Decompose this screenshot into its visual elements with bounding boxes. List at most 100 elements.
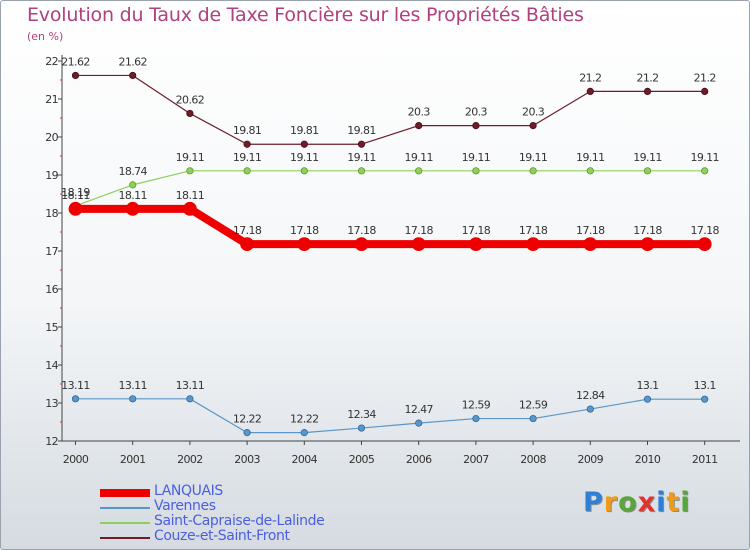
- legend-label-varennes: Varennes: [154, 498, 216, 514]
- data-point-couze: [701, 87, 709, 96]
- axes: 12 13 14 15 16 17 18 19 20 21 22 2000 2001 2002 2003 20…: [45, 55, 740, 466]
- data-point-lanquais: [526, 237, 540, 252]
- data-point-couze: [186, 109, 194, 118]
- data-point-lanquais: [182, 201, 197, 216]
- data-label-lanquais: 17.18: [633, 224, 662, 237]
- data-point-varennes: [129, 395, 137, 403]
- data-label-varennes: 12.59: [462, 399, 491, 412]
- data-label-varennes: 12.34: [347, 408, 376, 421]
- x-tick-label: 2010: [635, 453, 661, 466]
- data-label-couze: 21.2: [579, 71, 601, 84]
- y-tick-label: 19: [45, 169, 58, 182]
- data-point-couze: [129, 71, 137, 80]
- data-point-varennes: [357, 424, 366, 432]
- y-tick-label: 22: [45, 55, 58, 68]
- data-label-lanquais: 18.11: [118, 189, 147, 202]
- data-point-saint-capraise: [300, 167, 308, 175]
- x-tick-label: 2002: [177, 453, 203, 466]
- data-label-saint-capraise: 19.11: [290, 151, 319, 164]
- chart-subtitle: (en %): [27, 30, 64, 43]
- data-label-lanquais: 17.18: [290, 224, 319, 237]
- data-point-varennes: [71, 395, 80, 403]
- data-point-lanquais: [240, 237, 255, 252]
- data-point-couze: [643, 87, 652, 96]
- data-label-couze: 19.81: [233, 124, 262, 137]
- data-point-lanquais: [354, 237, 369, 252]
- legend-item-lanquais[interactable]: LANQUAIS: [100, 483, 360, 500]
- data-label-lanquais: 17.18: [404, 224, 433, 237]
- legend-label-lanquais: LANQUAIS: [154, 483, 223, 499]
- data-label-couze: 21.2: [636, 71, 658, 84]
- legend-swatch-saint-capraise: [100, 522, 150, 524]
- data-label-saint-capraise: 19.11: [462, 151, 491, 164]
- data-point-saint-capraise: [186, 167, 194, 175]
- data-label-couze: 19.81: [347, 124, 376, 137]
- data-point-varennes: [415, 419, 423, 427]
- x-tick-label: 2005: [349, 453, 375, 466]
- data-label-couze: 19.81: [290, 124, 319, 137]
- logo-letter: i: [656, 487, 667, 518]
- data-point-lanquais: [468, 237, 483, 252]
- series-varennes: 13.11 13.11 13.11 12.22 12.22 12.34 12.47 12.59…: [61, 379, 716, 437]
- legend-item-couze[interactable]: Couze-et-Saint-Front: [100, 528, 360, 545]
- data-point-couze: [243, 140, 251, 148]
- data-point-varennes: [701, 395, 709, 403]
- data-label-couze: 20.3: [522, 106, 545, 119]
- legend-item-saint-capraise[interactable]: Saint-Capraise-de-Lalinde: [100, 513, 360, 530]
- data-label-varennes: 12.59: [519, 399, 548, 412]
- y-tick-label: 14: [45, 359, 58, 372]
- data-point-lanquais: [297, 237, 312, 252]
- data-label-couze: 21.62: [61, 55, 90, 68]
- data-point-lanquais: [640, 237, 655, 252]
- data-point-couze: [472, 122, 480, 130]
- data-label-varennes: 13.11: [61, 379, 90, 392]
- data-label-saint-capraise: 19.11: [690, 151, 719, 164]
- series-layer: 21.62 21.62 20.62 19.81 19.81 19.81 20.3 20.3 20…: [61, 55, 720, 437]
- x-tick-label: 2001: [120, 453, 146, 466]
- data-label-saint-capraise: 19.11: [633, 151, 662, 164]
- data-point-couze: [586, 87, 594, 96]
- legend-swatch-couze: [100, 537, 150, 539]
- data-label-varennes: 13.1: [694, 379, 716, 392]
- data-label-varennes: 13.11: [118, 379, 147, 392]
- y-tick-label: 12: [45, 435, 58, 448]
- series-line-lanquais: [75, 204, 705, 249]
- logo-letter: t: [666, 487, 681, 518]
- data-point-saint-capraise: [586, 167, 594, 175]
- data-point-lanquais: [583, 237, 598, 252]
- data-label-couze: 20.3: [408, 106, 431, 119]
- data-label-saint-capraise: 18.74: [118, 165, 147, 178]
- data-point-couze: [71, 71, 80, 80]
- data-point-varennes: [586, 405, 594, 413]
- data-label-couze: 20.3: [465, 106, 488, 119]
- data-label-lanquais: 17.18: [462, 224, 491, 237]
- logo-letter: o: [618, 487, 638, 518]
- data-label-couze: 21.2: [694, 71, 716, 84]
- data-label-varennes: 12.84: [576, 389, 605, 402]
- data-point-saint-capraise: [415, 167, 423, 175]
- data-label-saint-capraise: 19.11: [347, 151, 376, 164]
- data-point-varennes: [186, 395, 194, 403]
- series-couze: 21.62 21.62 20.62 19.81 19.81 19.81 20.3 20.3 20…: [61, 55, 716, 148]
- y-tick-label: 16: [45, 283, 58, 296]
- data-label-lanquais: 17.18: [347, 224, 376, 237]
- data-point-couze: [529, 122, 537, 130]
- x-tick-label: 2011: [692, 453, 718, 466]
- data-point-couze: [357, 140, 366, 148]
- legend-item-varennes[interactable]: Varennes: [100, 498, 360, 515]
- data-point-saint-capraise: [243, 167, 251, 175]
- data-point-couze: [415, 122, 423, 130]
- data-point-saint-capraise: [701, 167, 709, 175]
- logo-letter: x: [637, 487, 657, 518]
- series-lanquais: 18.11 18.11 18.11 17.18 17.18 17.18 17.18 17.18…: [61, 189, 720, 252]
- data-label-lanquais: 18.11: [176, 189, 205, 202]
- data-point-saint-capraise: [357, 167, 366, 175]
- data-point-varennes: [243, 429, 251, 437]
- series-line-couze: [75, 74, 705, 145]
- data-label-saint-capraise: 18.19: [61, 186, 90, 199]
- legend-label-couze: Couze-et-Saint-Front: [154, 528, 290, 544]
- data-label-varennes: 12.22: [290, 413, 319, 426]
- data-point-lanquais: [68, 201, 83, 216]
- y-tick-label: 21: [45, 93, 58, 106]
